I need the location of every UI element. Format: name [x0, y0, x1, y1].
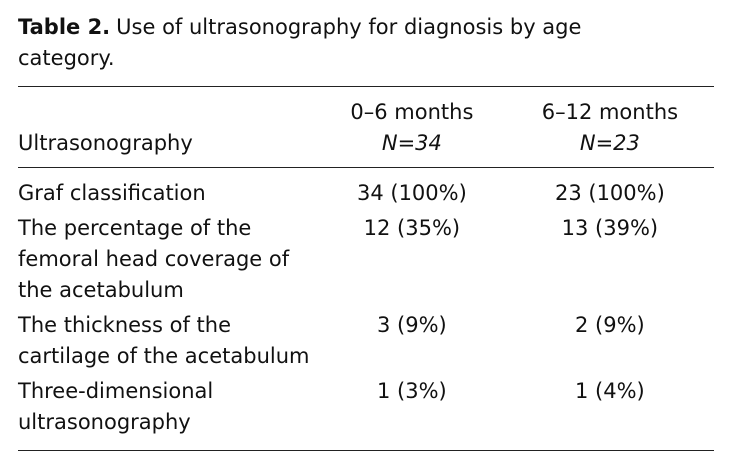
table-row: Three-dimensional ultrasonography 1 (3%) 1…: [18, 375, 714, 451]
cell: 1 (3%): [377, 379, 447, 403]
cell: 34 (100%): [356, 181, 467, 205]
row-label: Three-dimensional ultrasonography: [18, 379, 214, 434]
cell: 3 (9%): [377, 313, 447, 337]
row-label: The percentage of the femoral head cover…: [18, 216, 290, 302]
column-label: 6–12 months: [541, 100, 679, 124]
table-row: Graf classification 34 (100%) 23 (100%): [18, 168, 714, 213]
table-body: Graf classification 34 (100%) 23 (100%) The…: [18, 168, 714, 451]
row-label: The thickness of the cartilage of the ac…: [18, 313, 310, 368]
column-header: Ultrasonography: [18, 131, 193, 155]
table-caption: Table 2. Use of ultrasonography for diagn…: [18, 12, 658, 74]
header-row: Ultrasonography 0–6 months N=34 6–12 mont…: [18, 87, 714, 168]
row-label: Graf classification: [18, 181, 206, 205]
table-header: Ultrasonography 0–6 months N=34 6–12 mont…: [18, 86, 714, 168]
column-n: N=34: [381, 131, 442, 155]
table-label: Table 2.: [18, 15, 111, 39]
column-header: 6–12 months N=23: [506, 87, 714, 168]
table-row: The percentage of the femoral head cover…: [18, 212, 714, 309]
table-title: Use of ultrasonography for diagnosis by …: [18, 15, 582, 70]
data-table: Ultrasonography 0–6 months N=34 6–12 mont…: [18, 86, 714, 451]
column-label: 0–6 months: [350, 100, 474, 124]
cell: 13 (39%): [561, 216, 659, 240]
column-header: 0–6 months N=34: [318, 87, 506, 168]
cell: 12 (35%): [363, 216, 461, 240]
cell: 2 (9%): [575, 313, 645, 337]
column-n: N=23: [579, 131, 640, 155]
cell: 23 (100%): [554, 181, 665, 205]
table-row: The thickness of the cartilage of the ac…: [18, 309, 714, 375]
cell: 1 (4%): [575, 379, 645, 403]
